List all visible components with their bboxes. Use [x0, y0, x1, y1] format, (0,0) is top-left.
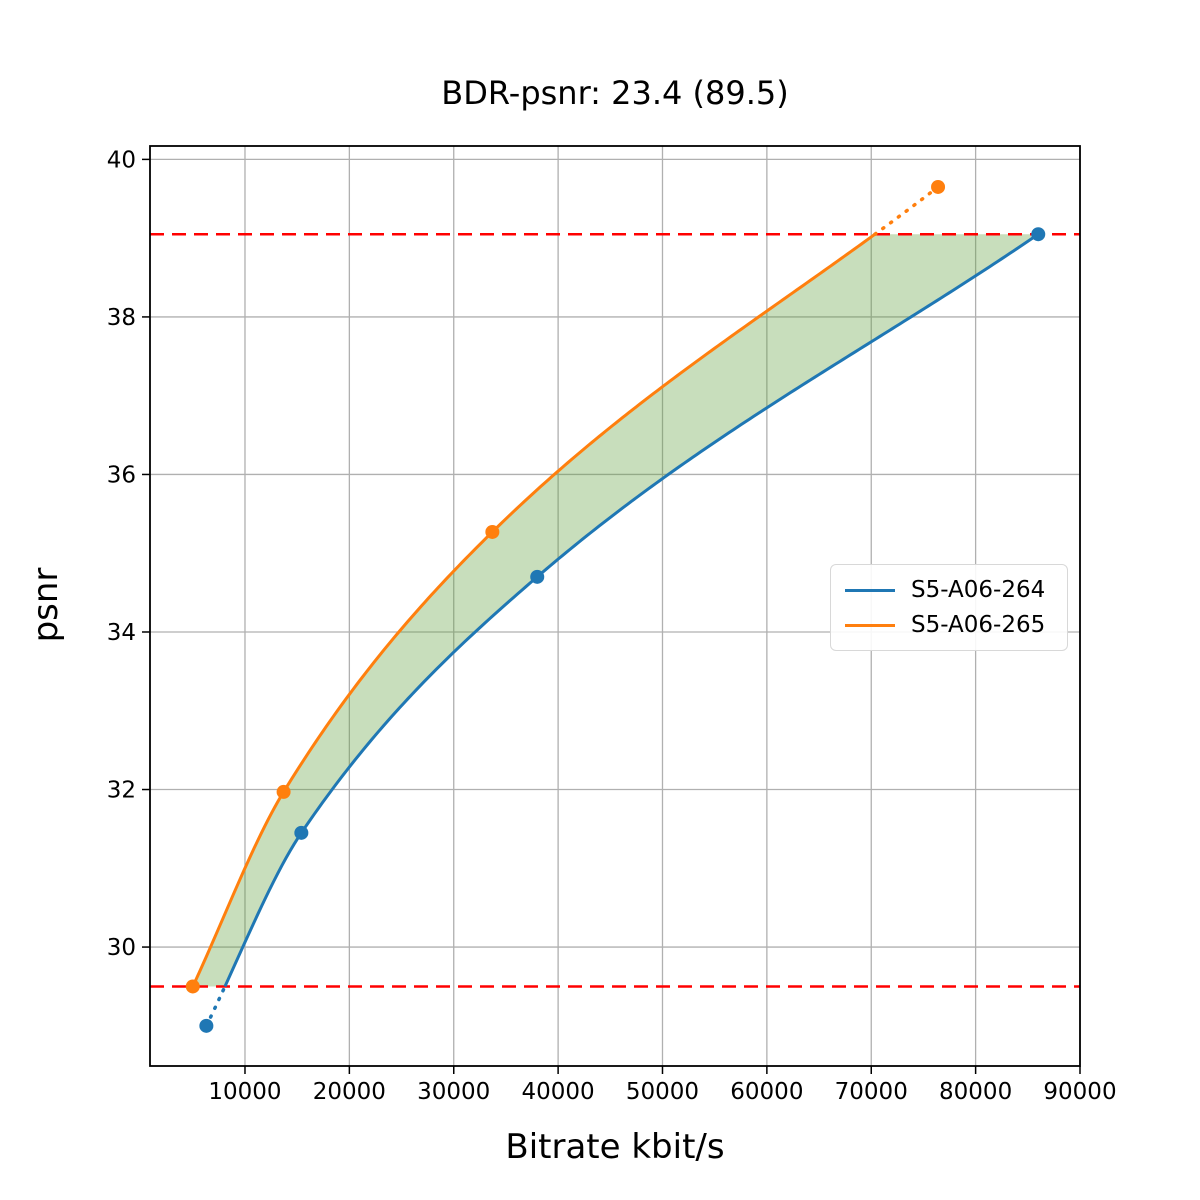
x-tick-label: 40000	[522, 1079, 595, 1105]
y-tick-label: 40	[107, 147, 136, 173]
legend-item: S5-A06-264	[845, 577, 1055, 603]
series-line	[191, 233, 876, 988]
data-point-marker	[199, 1018, 214, 1033]
data-point-marker	[276, 784, 291, 799]
legend-label: S5-A06-264	[911, 577, 1046, 603]
series-line	[223, 232, 1040, 988]
x-tick-label: 70000	[835, 1079, 908, 1105]
legend-line-sample	[845, 588, 895, 592]
y-tick-label: 30	[107, 935, 136, 961]
legend-item: S5-A06-265	[845, 612, 1055, 638]
data-point-marker	[485, 524, 500, 539]
data-point-marker	[1031, 227, 1046, 242]
x-tick-label: 80000	[939, 1079, 1012, 1105]
y-tick-label: 36	[107, 462, 136, 488]
chart-title: BDR-psnr: 23.4 (89.5)	[441, 74, 789, 112]
x-axis-label: Bitrate kbit/s	[505, 1127, 725, 1167]
y-axis-label: psnr	[26, 567, 66, 643]
data-point-marker	[530, 569, 545, 584]
data-point-marker	[294, 825, 309, 840]
axes-spines	[149, 145, 1081, 1067]
x-tick-label: 10000	[208, 1079, 281, 1105]
legend-label: S5-A06-265	[911, 612, 1046, 638]
x-tick-label: 50000	[626, 1079, 699, 1105]
series-line-dotted	[873, 185, 940, 236]
y-tick-label: 34	[107, 620, 136, 646]
legend-line-sample	[845, 623, 895, 627]
x-tick-label: 30000	[417, 1079, 490, 1105]
data-point-marker	[931, 179, 946, 194]
x-tick-label: 90000	[1043, 1079, 1116, 1105]
data-point-marker	[185, 979, 200, 994]
y-tick-label: 38	[107, 305, 136, 331]
x-tick-label: 20000	[313, 1079, 386, 1105]
x-tick-label: 60000	[730, 1079, 803, 1105]
y-tick-label: 32	[107, 778, 136, 804]
legend: S5-A06-264 S5-A06-265	[830, 564, 1068, 651]
series-line-dotted	[204, 984, 227, 1028]
